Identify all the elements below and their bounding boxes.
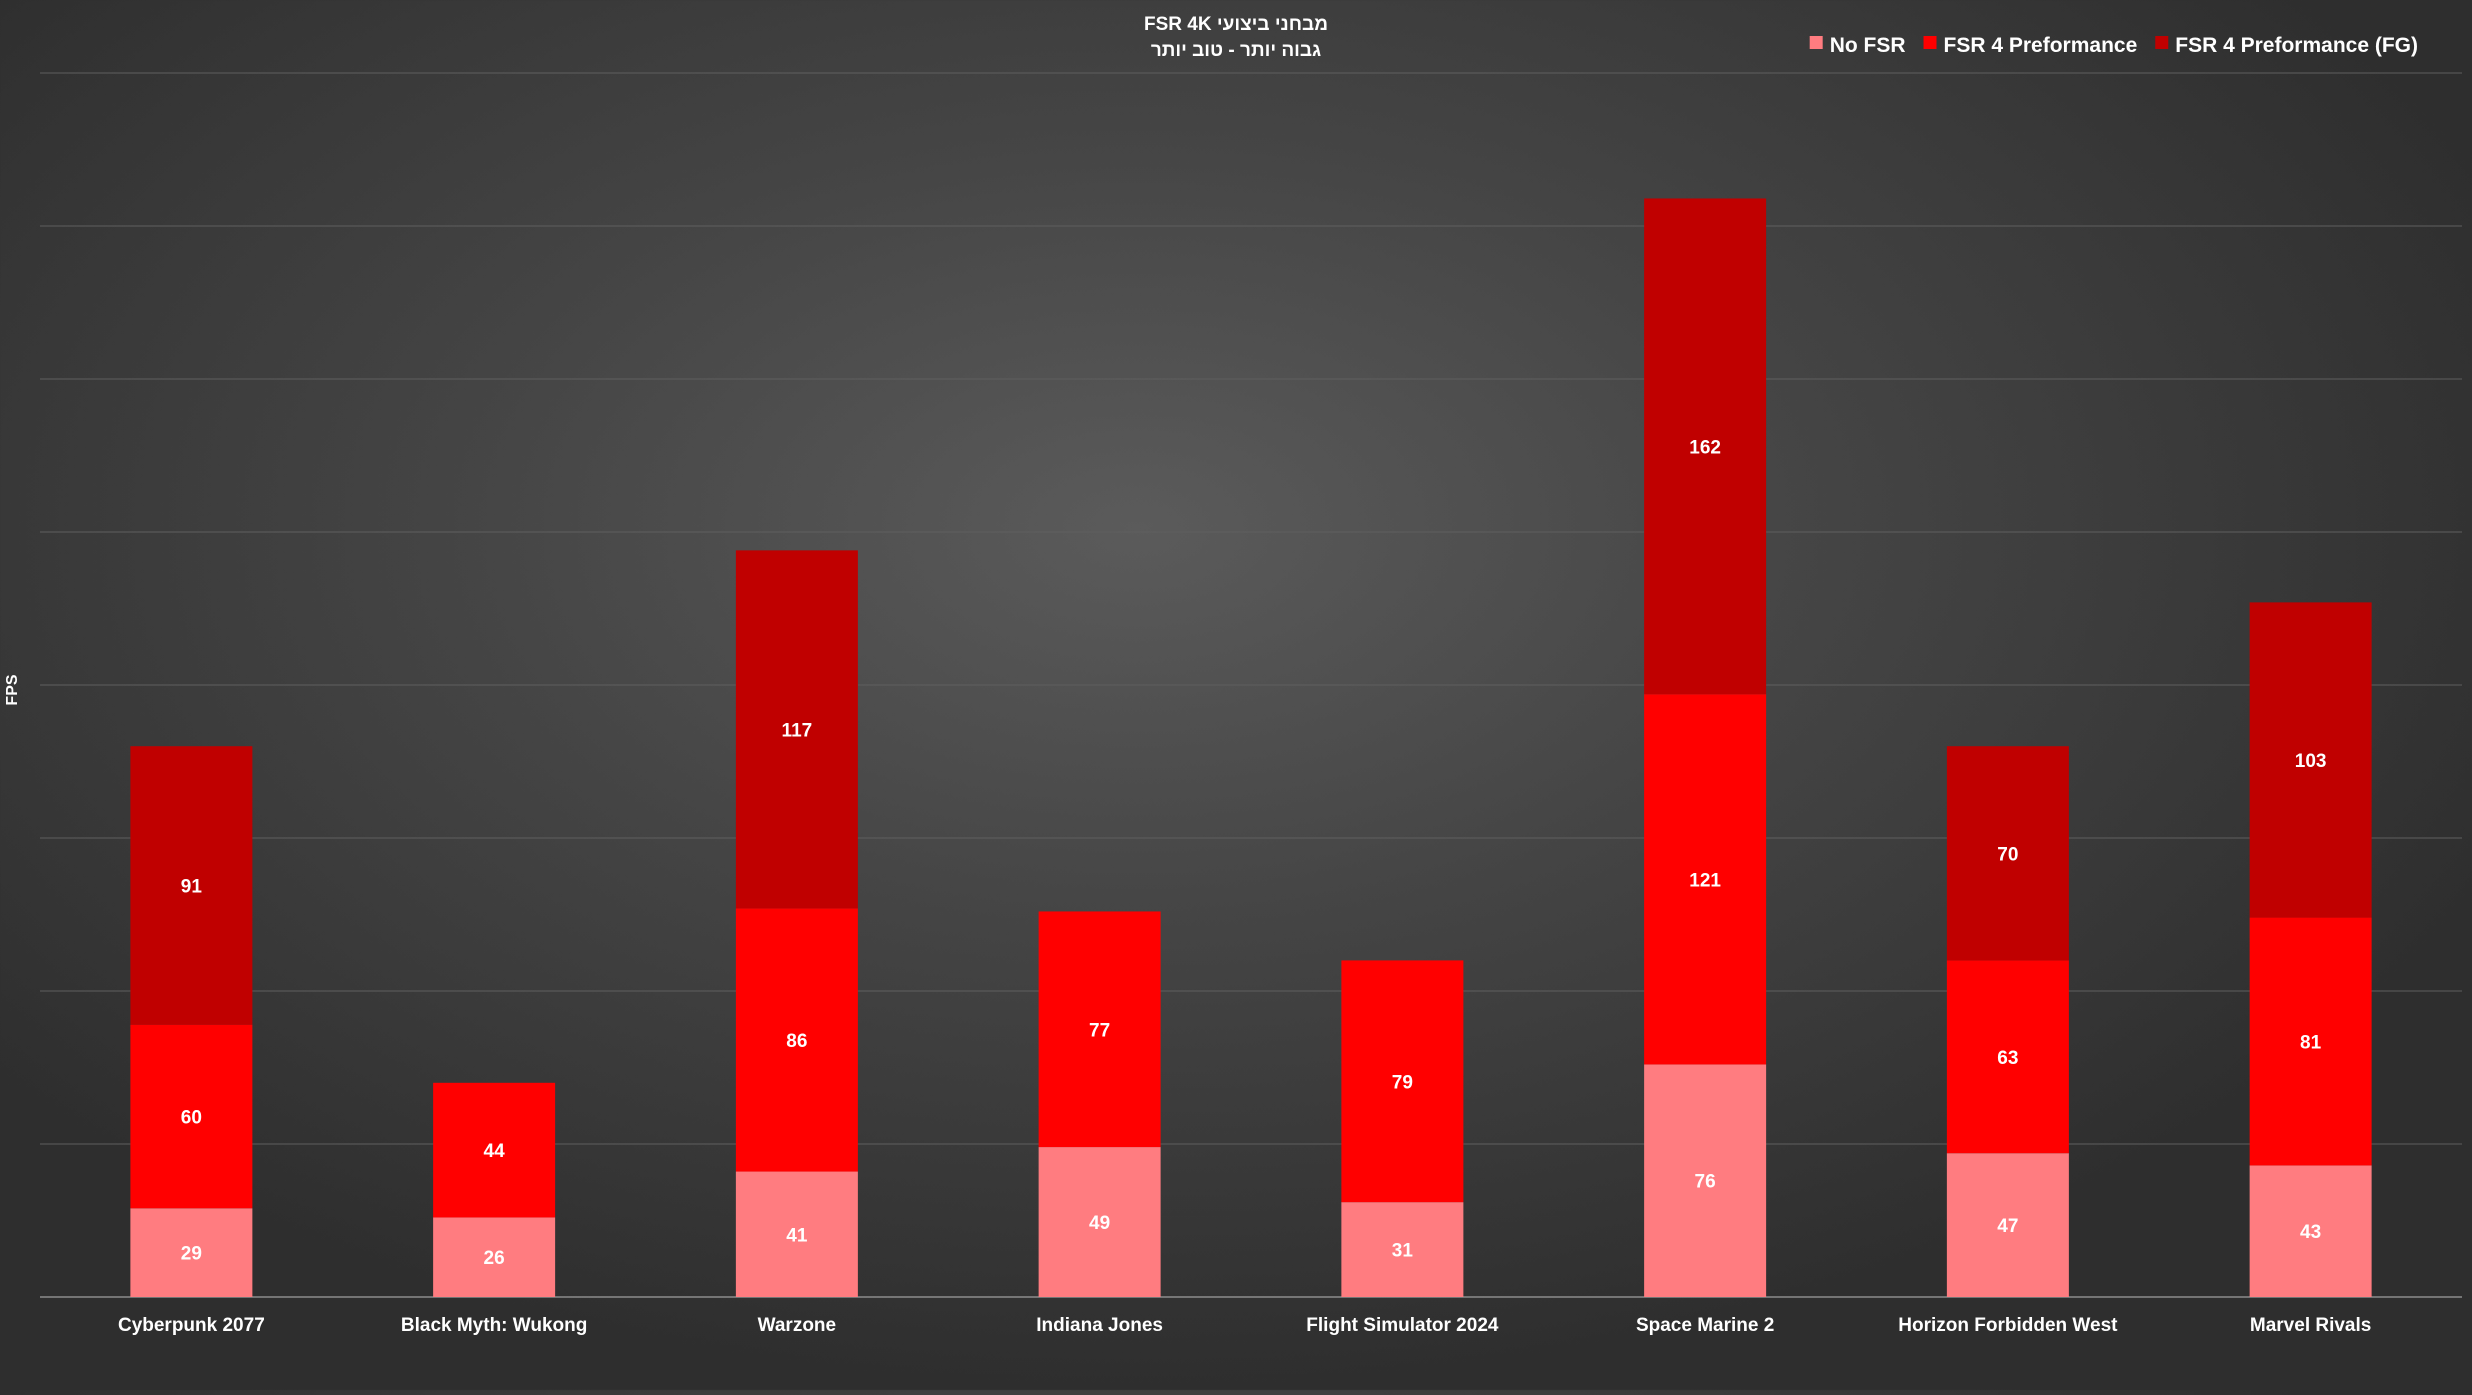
- legend: No FSR FSR 4 Preformance FSR 4 Preformance…: [1809, 34, 2418, 57]
- bar-segment: [1341, 1202, 1464, 1297]
- data-label: 121: [1689, 870, 1721, 891]
- data-label: 91: [181, 876, 203, 897]
- bar-segment: [2249, 602, 2372, 918]
- legend-label: No FSR: [1830, 34, 1906, 57]
- data-label: 79: [1392, 1072, 1413, 1093]
- bar-segment: [1644, 1064, 1767, 1297]
- bars: 29 60 91 26 44 41 86 117 49 77 31 79 76 121 162 47 63 70 4…: [130, 198, 2372, 1297]
- bar-segment: [1946, 746, 2069, 961]
- legend-swatch: [1923, 36, 1937, 49]
- bar-segment: [735, 1171, 858, 1297]
- bar-segment: [433, 1217, 556, 1297]
- data-label: 26: [484, 1248, 505, 1269]
- data-label: 103: [2295, 751, 2327, 772]
- gridlines: [40, 72, 2462, 1298]
- x-tick-label: Space Marine 2: [1636, 1315, 1774, 1336]
- data-label: 49: [1089, 1213, 1110, 1234]
- legend-swatch: [2155, 36, 2169, 49]
- x-axis-tick-labels: Cyberpunk 2077 Black Myth: Wukong Warzone I…: [118, 1315, 2371, 1336]
- bar-segment: [1946, 1153, 2069, 1297]
- data-label: 86: [786, 1031, 807, 1052]
- chart-subtitle: גבוה יותר - טוב יותר: [1151, 40, 1321, 61]
- bar-segment: [1946, 960, 2069, 1154]
- bar-segment: [2249, 1165, 2372, 1297]
- bar-segment: [130, 1208, 253, 1297]
- bar-segment: [433, 1082, 556, 1218]
- data-label: 162: [1689, 437, 1721, 458]
- bar-segment: [130, 746, 253, 1025]
- x-tick-label: Horizon Forbidden West: [1898, 1315, 2118, 1336]
- bar-segment: [1038, 911, 1161, 1148]
- x-tick-label: Black Myth: Wukong: [401, 1315, 588, 1336]
- x-tick-label: Marvel Rivals: [2250, 1315, 2371, 1336]
- bar-segment: [1341, 960, 1464, 1203]
- data-label: 29: [181, 1244, 202, 1265]
- bar-segment: [130, 1024, 253, 1209]
- chart-title: מבחני ביצועי FSR 4K: [1144, 14, 1328, 35]
- bar-segment: [735, 908, 858, 1172]
- data-label: 76: [1695, 1172, 1716, 1193]
- x-tick-label: Cyberpunk 2077: [118, 1315, 265, 1336]
- data-label: 63: [1997, 1048, 2018, 1069]
- y-axis-label: FPS: [4, 674, 21, 705]
- bar-segment: [1644, 198, 1767, 695]
- data-label: 81: [2300, 1032, 2322, 1053]
- data-label: 60: [181, 1107, 202, 1128]
- bar-segment: [1644, 694, 1767, 1065]
- data-label: 117: [782, 720, 813, 741]
- data-label: 41: [786, 1225, 808, 1246]
- bar-segment: [735, 550, 858, 909]
- x-tick-label: Flight Simulator 2024: [1306, 1315, 1499, 1336]
- legend-swatch: [1809, 36, 1823, 49]
- bar-segment: [1038, 1147, 1161, 1297]
- data-label: 77: [1089, 1020, 1110, 1041]
- bar-segment: [2249, 917, 2372, 1166]
- x-tick-label: Indiana Jones: [1036, 1315, 1163, 1336]
- data-label: 47: [1997, 1216, 2018, 1237]
- data-label: 31: [1392, 1241, 1414, 1262]
- data-label: 44: [484, 1141, 506, 1162]
- legend-label: FSR 4 Preformance (FG): [2175, 34, 2418, 57]
- data-label: 70: [1997, 844, 2018, 865]
- legend-label: FSR 4 Preformance: [1944, 34, 2138, 57]
- data-label: 43: [2300, 1222, 2321, 1243]
- x-tick-label: Warzone: [758, 1315, 836, 1336]
